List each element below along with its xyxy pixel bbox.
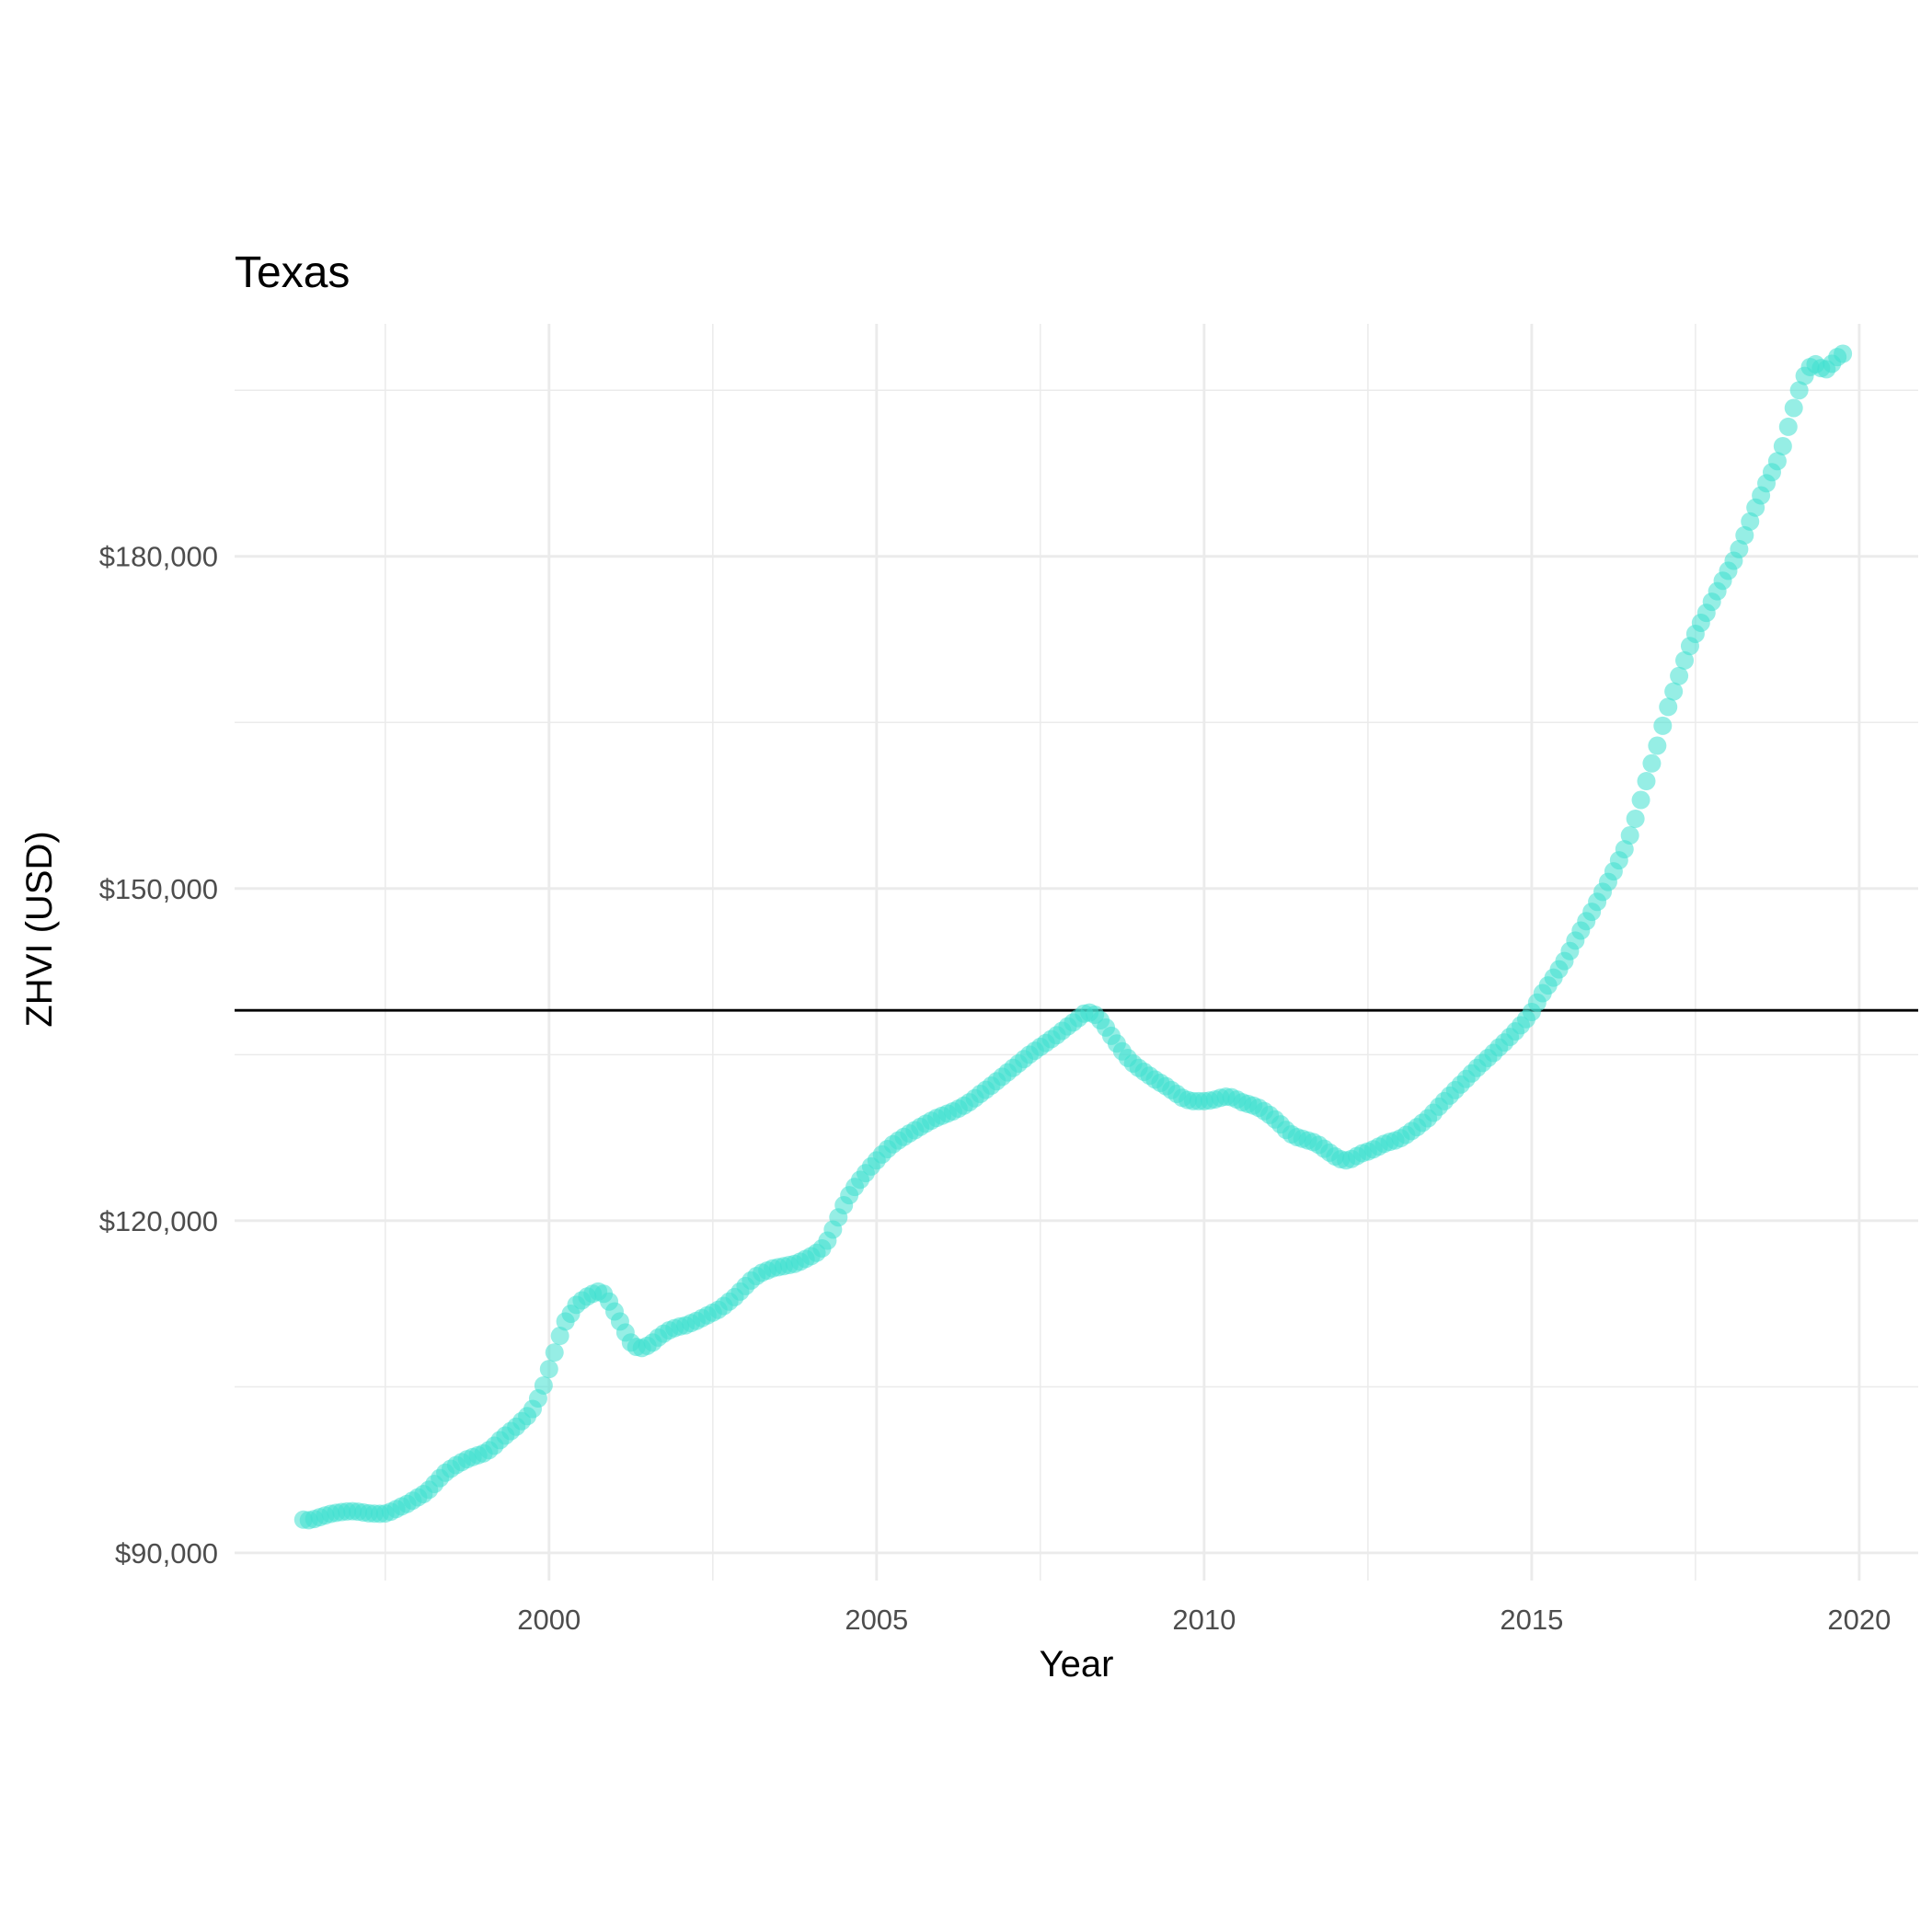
data-point <box>1767 452 1787 471</box>
x-tick-label: 2010 <box>1172 1604 1236 1636</box>
grid-minor-lines <box>235 324 1918 1581</box>
x-axis-tick-labels: 2000 2005 2010 2015 2020 <box>517 1604 1891 1636</box>
data-point <box>1730 539 1749 558</box>
data-point <box>545 1343 564 1363</box>
data-point <box>1670 666 1689 685</box>
x-tick-label: 2015 <box>1500 1604 1563 1636</box>
data-point <box>1773 436 1792 455</box>
x-tick-label: 2005 <box>845 1604 908 1636</box>
chart-title: Texas <box>235 248 350 297</box>
y-axis-tick-labels: $90,000 $120,000 $150,000 $180,000 <box>99 541 218 1570</box>
y-axis-title: ZHVI (USD) <box>19 831 60 1027</box>
data-point <box>534 1375 553 1395</box>
data-point <box>1615 840 1634 859</box>
data-point <box>1789 381 1809 400</box>
data-point <box>1784 398 1803 418</box>
y-tick-label: $150,000 <box>99 873 218 905</box>
data-point <box>1637 772 1656 791</box>
y-tick-label: $180,000 <box>99 541 218 573</box>
data-points <box>293 344 1853 1530</box>
data-point <box>1626 809 1645 828</box>
data-point <box>1664 682 1684 701</box>
data-point <box>1659 697 1678 717</box>
data-point <box>1675 650 1695 670</box>
data-point <box>1642 753 1662 773</box>
data-point <box>1653 716 1673 735</box>
data-point <box>1648 736 1667 755</box>
x-tick-label: 2020 <box>1827 1604 1891 1636</box>
data-point <box>1631 790 1650 810</box>
x-axis-title: Year <box>1040 1644 1114 1685</box>
x-tick-label: 2000 <box>517 1604 581 1636</box>
data-point <box>539 1360 558 1379</box>
data-point <box>1834 344 1853 363</box>
data-point <box>1778 417 1798 436</box>
data-point <box>1741 512 1760 531</box>
y-tick-label: $90,000 <box>115 1537 218 1570</box>
data-point <box>1620 826 1639 845</box>
data-point <box>550 1327 569 1346</box>
data-point <box>1735 525 1754 545</box>
y-tick-label: $120,000 <box>99 1205 218 1237</box>
grid-major-lines <box>235 324 1918 1581</box>
